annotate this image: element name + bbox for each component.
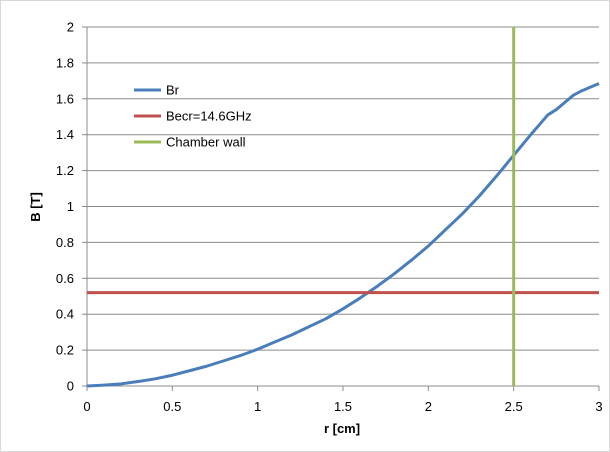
legend-label: Chamber wall: [166, 135, 246, 150]
y-tick-label: 1.6: [56, 91, 74, 106]
legend-entry-chamber-wall: Chamber wall: [134, 135, 246, 150]
x-tick-label: 1: [254, 399, 261, 414]
legend-label: Becr=14.6GHz: [166, 109, 252, 124]
x-tick-label: 2.5: [505, 399, 523, 414]
tick-labels: 0 0.2 0.4 0.6 0.8 1 1.2 1.4 1.6 1.8 2 0 0.5 1 1.5 2 2.5 3: [56, 20, 603, 415]
x-tick-label: 2: [425, 399, 432, 414]
y-tick-label: 0.2: [56, 343, 74, 358]
series: [86, 27, 600, 388]
x-tick-label: 0.5: [163, 399, 181, 414]
y-tick-label: 2: [67, 20, 74, 35]
legend: Br Becr=14.6GHz Chamber wall: [134, 83, 252, 150]
x-tick-label: 1.5: [334, 399, 352, 414]
legend-entry-becr: Becr=14.6GHz: [134, 109, 252, 124]
y-tick-label: 0.6: [56, 271, 74, 286]
x-tick-label: 3: [595, 399, 602, 414]
legend-label: Br: [166, 83, 180, 98]
y-tick-label: 0.4: [56, 307, 74, 322]
legend-entry-br: Br: [134, 83, 180, 98]
y-axis-title: B [T]: [28, 192, 43, 222]
x-tick-label: 0: [83, 399, 90, 414]
x-axis-title: r [cm]: [324, 421, 360, 436]
y-tick-label: 1: [67, 199, 74, 214]
y-tick-label: 1.8: [56, 55, 74, 70]
y-tick-label: 0.8: [56, 235, 74, 250]
y-tick-label: 1.2: [56, 163, 74, 178]
y-tick-label: 1.4: [56, 127, 74, 142]
y-tick-label: 0: [67, 379, 74, 394]
